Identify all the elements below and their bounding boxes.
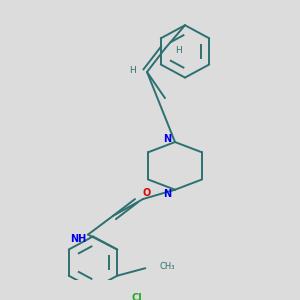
Text: H: H [130,66,136,75]
Text: Cl: Cl [132,293,143,300]
Text: H: H [176,46,182,55]
Text: N: N [163,134,171,144]
Text: NH: NH [70,234,86,244]
Text: CH₃: CH₃ [159,262,175,271]
Text: N: N [163,189,171,200]
Text: O: O [143,188,151,199]
